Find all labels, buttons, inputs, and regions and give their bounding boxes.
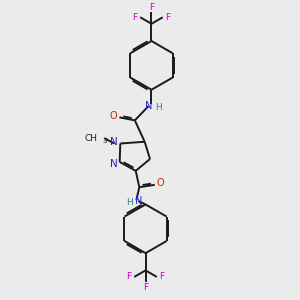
Text: F: F [132, 13, 137, 22]
Text: F: F [143, 283, 148, 292]
Text: F: F [160, 272, 165, 281]
Text: N: N [110, 159, 118, 169]
Text: F: F [149, 3, 154, 12]
Text: H: H [155, 103, 162, 112]
Text: H: H [126, 198, 133, 207]
Text: O: O [157, 178, 164, 188]
Text: N: N [135, 196, 142, 206]
Text: CH: CH [84, 134, 97, 143]
Text: N: N [145, 101, 152, 111]
Text: O: O [110, 111, 117, 121]
Text: N: N [110, 137, 118, 147]
Text: F: F [166, 13, 171, 22]
Text: 3: 3 [103, 137, 107, 143]
Text: F: F [126, 272, 131, 281]
